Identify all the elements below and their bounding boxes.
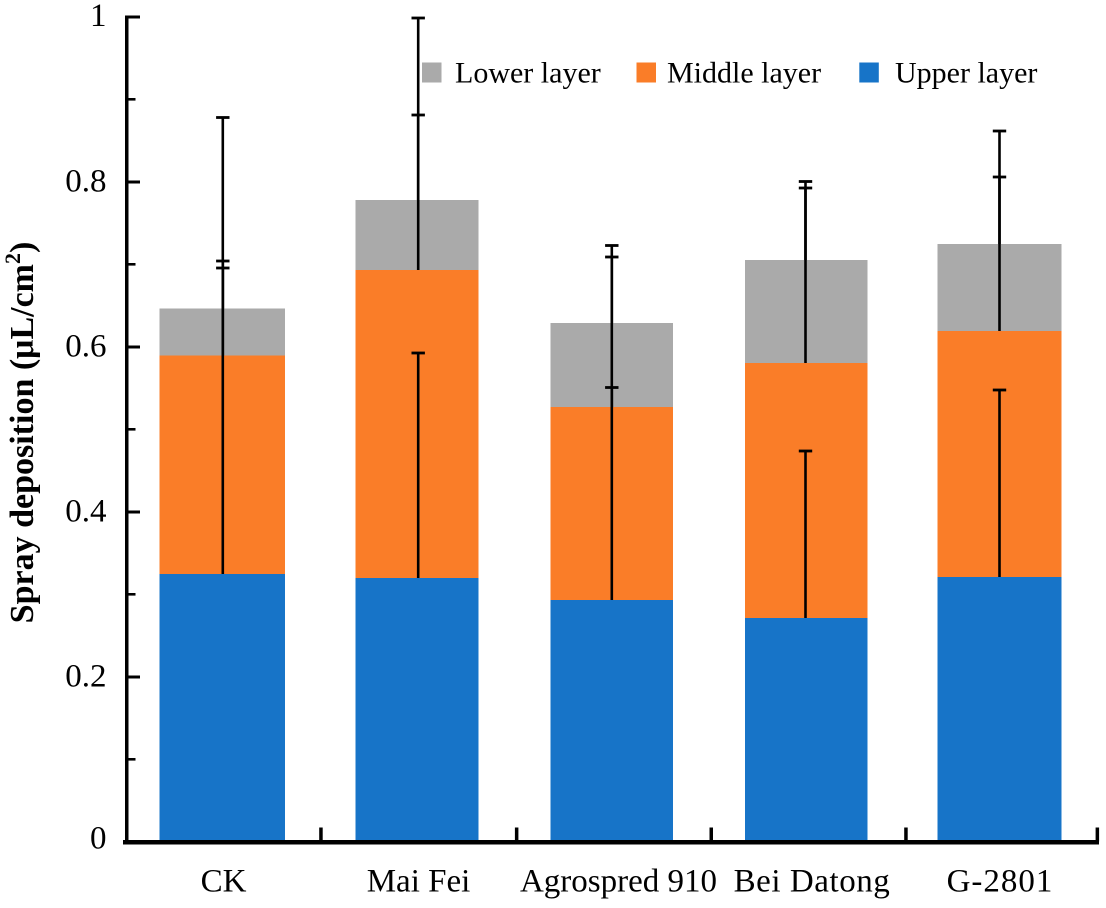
svg-text:0.6: 0.6 (65, 329, 106, 365)
svg-text:Lower layer: Lower layer (455, 57, 601, 90)
svg-text:Spray deposition (μL/cm2): Spray deposition (μL/cm2) (0, 242, 41, 624)
svg-text:1: 1 (90, 0, 107, 34)
svg-text:CK: CK (201, 864, 247, 900)
svg-text:0.2: 0.2 (65, 659, 106, 695)
svg-text:Mai Fei: Mai Fei (367, 864, 471, 900)
svg-text:Agrospred 910: Agrospred 910 (520, 864, 717, 900)
svg-text:G-2801: G-2801 (947, 864, 1054, 900)
svg-text:Bei Datong: Bei Datong (734, 864, 891, 900)
svg-text:0: 0 (90, 821, 107, 857)
svg-text:0.4: 0.4 (65, 494, 106, 530)
svg-text:Middle layer: Middle layer (667, 57, 821, 90)
svg-text:0.8: 0.8 (65, 164, 106, 200)
svg-text:Upper layer: Upper layer (895, 57, 1037, 90)
